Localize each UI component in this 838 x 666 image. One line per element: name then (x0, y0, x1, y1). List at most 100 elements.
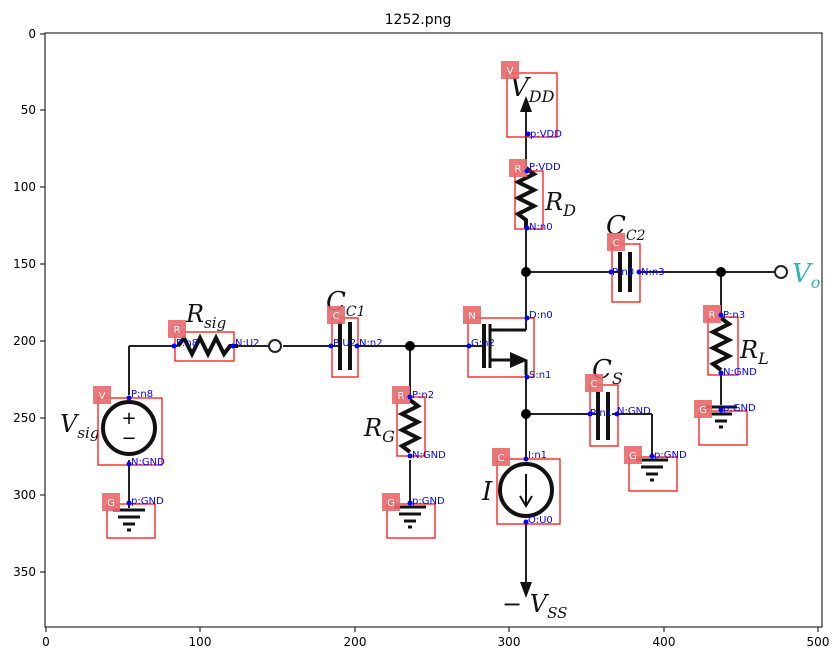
component-badge: G (699, 405, 707, 416)
rsig-label: Rsig (185, 300, 226, 332)
annotation-cc2: C P:n0 N:n3 (607, 233, 665, 303)
pin-label: N:GND (617, 406, 651, 417)
annotation-rsig: R P:n8 N:U2 (168, 320, 260, 362)
component-badge: G (387, 498, 395, 509)
isrc-label: I (481, 477, 493, 507)
rg-label: RG (363, 414, 395, 446)
y-tick-label: 300 (13, 488, 36, 502)
junction-dots (405, 267, 726, 419)
vo-label: Vo (792, 259, 820, 292)
x-axis: 0 100 200 300 400 500 (42, 627, 829, 649)
pin-label: P:U2 (333, 338, 356, 349)
y-tick-label: 200 (13, 334, 36, 348)
vss-label: − VSS (502, 590, 567, 622)
x-tick-label: 200 (344, 635, 367, 649)
annotation-cs: C P:n1 N:GND (585, 374, 651, 447)
pin-label: N:n3 (641, 267, 665, 278)
y-axis: 0 50 100 150 200 250 300 350 (13, 27, 45, 579)
annotation-gnd-vsig: G p:GND (102, 493, 164, 539)
pin-label: p:GND (412, 496, 445, 507)
pin-label: P:VDD (529, 162, 561, 173)
ground-icon (394, 505, 426, 529)
component-badge: C (613, 238, 620, 249)
annotation-vdd: V p:VDD (501, 61, 562, 140)
pin-label: G:n2 (471, 338, 495, 349)
pin-label: N:U2 (235, 338, 260, 349)
annotation-gnd-rl: G p:GND (694, 400, 756, 446)
pin-label: N:GND (723, 367, 757, 378)
component-badge: G (107, 498, 115, 509)
x-tick-label: 0 (42, 635, 50, 649)
pin-label: p:GND (654, 450, 687, 461)
component-badge: V (507, 66, 514, 77)
annotation-isrc: C I:n1 O:U0 (492, 448, 561, 526)
pin-dot (525, 131, 531, 137)
annotation-rg: R P:n2 N:GND (392, 386, 446, 461)
vsig-label: Vsig (60, 410, 99, 442)
component-badge: C (498, 453, 505, 464)
annotation-cc1: C P:U2 N:n2 (327, 306, 383, 378)
plus-sign: + (121, 408, 136, 429)
pin-label: P:n3 (723, 310, 745, 321)
pin-label: p:GND (131, 496, 164, 507)
pin-label: N:GND (412, 450, 446, 461)
x-tick-label: 400 (653, 635, 676, 649)
y-tick-label: 250 (13, 411, 36, 425)
component-badge: C (333, 311, 340, 322)
plot-frame (44, 32, 823, 628)
rg-resistor-icon (397, 398, 423, 454)
x-tick-label: 500 (807, 635, 830, 649)
pin-label: I:n1 (528, 450, 547, 461)
pin-label: N:n2 (359, 338, 383, 349)
rd-resistor-icon (513, 166, 539, 228)
y-tick-label: 350 (13, 565, 36, 579)
rl-resistor-icon (708, 316, 734, 372)
rd-label: RD (544, 188, 576, 220)
component-badge: R (174, 325, 181, 336)
circuit-wires (128, 108, 776, 585)
cc1-capacitor-icon (338, 322, 352, 370)
figure-title: 1252.png (385, 12, 452, 28)
vsig-source-icon: + − (101, 400, 157, 456)
ground-symbols (113, 405, 737, 532)
annotation-gnd-cs: G p:GND (624, 446, 687, 492)
component-badge: C (591, 379, 598, 390)
pin-label: P:n0 (612, 267, 634, 278)
minus-sign: − (121, 428, 136, 449)
pin-label: N:GND (131, 457, 165, 468)
rl-label: RL (739, 336, 769, 368)
component-badge: R (398, 391, 405, 402)
pin-label: N:n0 (529, 222, 553, 233)
component-badge: R (515, 164, 522, 175)
pin-label: P:n8 (176, 338, 198, 349)
x-tick-label: 100 (189, 635, 212, 649)
vss-arrow-icon (520, 582, 532, 598)
annotation-vsig: V P:n8 N:GND (93, 386, 165, 468)
rsig-resistor-icon (176, 333, 238, 359)
pin-label: O:U0 (528, 515, 553, 526)
vdd-arrow-icon (520, 96, 532, 112)
x-tick-label: 300 (498, 635, 521, 649)
pin-label: P:n1 (590, 408, 612, 419)
terminal-node (268, 339, 282, 353)
y-tick-label: 150 (13, 257, 36, 271)
y-tick-label: 0 (28, 27, 36, 41)
component-badge: N (468, 311, 475, 322)
annotation-overlays: V p:VDD R P:VDD N:n0 C P:n0 N:n3 (93, 61, 757, 539)
annotation-gnd-rg: G p:GND (382, 493, 445, 539)
cc2-capacitor-icon (618, 252, 632, 292)
annotation-rd: R P:VDD N:n0 (509, 159, 561, 233)
pin-label: S:n1 (529, 370, 551, 381)
current-source-icon (498, 462, 554, 518)
annotation-nmos: N D:n0 G:n2 S:n1 (463, 306, 553, 381)
pin-label: p:GND (723, 403, 756, 414)
ground-icon (113, 508, 145, 532)
component-badge: R (709, 310, 716, 321)
annotation-rl: R P:n3 N:GND (703, 305, 757, 378)
cs-capacitor-icon (596, 392, 610, 440)
y-tick-label: 50 (21, 103, 36, 117)
circuit-labels: VDD RD CC2 Vo Rsig CC1 RL CS RG Vsig I −… (60, 73, 820, 622)
pin-label: p:VDD (530, 129, 562, 140)
